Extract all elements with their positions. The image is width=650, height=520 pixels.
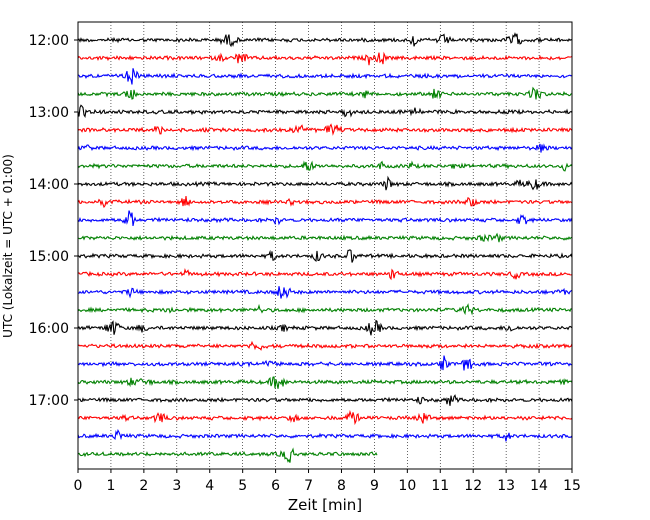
x-tick-label: 12	[464, 478, 482, 494]
x-ticks: 0 1 2 3 4 5 6 7 8 9 10 11 12 13 14 15	[74, 469, 581, 494]
seismic-trace	[77, 68, 573, 85]
y-tick-label: 16:00	[29, 321, 69, 337]
y-tick-label: 14:00	[29, 177, 69, 193]
seismic-trace	[77, 51, 573, 66]
grid-lines	[110, 22, 540, 469]
y-axis-label: UTC (Lokalzeit = UTC + 01:00)	[1, 154, 15, 338]
seismic-trace	[77, 123, 573, 136]
seismic-trace	[77, 319, 573, 336]
x-tick-label: 5	[238, 478, 247, 494]
seismic-trace	[77, 32, 573, 48]
y-tick-label: 12:00	[29, 33, 69, 49]
x-tick-label: 8	[337, 478, 346, 494]
x-tick-label: 11	[431, 478, 449, 494]
seismic-trace	[77, 210, 573, 227]
seismic-trace	[77, 409, 573, 426]
x-axis-label: Zeit [min]	[288, 496, 362, 514]
seismic-trace	[77, 376, 573, 389]
seismic-trace	[77, 394, 573, 406]
x-tick-label: 0	[74, 478, 83, 494]
traces	[77, 32, 573, 463]
y-tick-label: 17:00	[29, 393, 69, 409]
plot-area	[78, 22, 572, 469]
seismic-trace	[77, 104, 573, 118]
plot-frame	[77, 21, 573, 470]
seismic-trace	[77, 429, 573, 442]
y-tick-label: 13:00	[29, 105, 69, 121]
seismic-trace	[77, 447, 378, 463]
seismic-trace	[77, 286, 573, 299]
x-tick-label: 7	[304, 478, 313, 494]
seismic-trace	[77, 232, 573, 243]
x-tick-label: 13	[497, 478, 515, 494]
x-tick-label: 2	[139, 478, 148, 494]
y-ticks: 12:00 13:00 14:00 15:00 16:00 17:00	[29, 33, 78, 409]
seismic-trace	[77, 160, 573, 172]
x-tick-label: 14	[530, 478, 548, 494]
x-tick-label: 4	[205, 478, 214, 494]
x-tick-label: 15	[563, 478, 581, 494]
x-tick-label: 9	[370, 478, 379, 494]
y-tick-label: 15:00	[29, 249, 69, 265]
x-tick-label: 1	[106, 478, 115, 494]
seismic-trace	[77, 195, 573, 209]
seismic-trace	[77, 143, 573, 153]
seismic-trace	[77, 86, 573, 100]
x-tick-label: 10	[398, 478, 416, 494]
seismic-trace	[77, 175, 573, 191]
x-tick-label: 6	[271, 478, 280, 494]
seismic-trace	[77, 249, 573, 263]
seismic-trace	[77, 303, 573, 316]
seismic-trace	[77, 340, 573, 351]
seismic-trace	[77, 267, 573, 281]
seismic-trace	[77, 355, 573, 371]
x-tick-label: 3	[172, 478, 181, 494]
